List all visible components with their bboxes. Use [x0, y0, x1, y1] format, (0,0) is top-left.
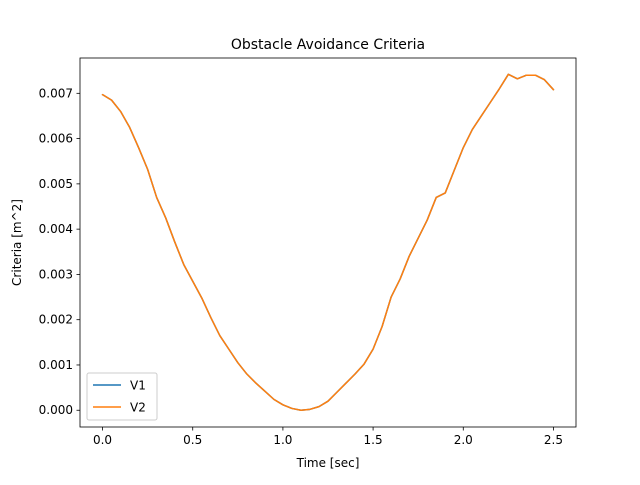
plot-area — [80, 58, 576, 427]
x-tick-label: 2.5 — [544, 433, 563, 447]
x-tick-label: 1.0 — [273, 433, 292, 447]
y-tick-label: 0.004 — [39, 222, 73, 236]
y-tick-label: 0.000 — [39, 403, 73, 417]
legend: V1 V2 — [86, 372, 158, 421]
legend-box — [86, 372, 158, 421]
x-tick-label: 1.5 — [364, 433, 383, 447]
series-layer — [101, 73, 555, 411]
y-tick-label: 0.002 — [39, 313, 73, 327]
x-axis: 0.0 0.5 1.0 1.5 2.0 2.5 — [93, 427, 563, 447]
series-line-v2 — [101, 73, 555, 411]
y-tick-label: 0.005 — [39, 177, 73, 191]
y-tick-label: 0.007 — [39, 86, 73, 100]
x-axis-title: Time [sec] — [296, 456, 360, 470]
chart-title: Obstacle Avoidance Criteria — [231, 37, 425, 53]
plot-frame — [79, 57, 577, 428]
legend-label-v2: V2 — [130, 401, 146, 415]
x-tick-label: 0.5 — [183, 433, 202, 447]
x-tick-label: 2.0 — [454, 433, 473, 447]
legend-label-v1: V1 — [130, 379, 146, 393]
y-tick-label: 0.003 — [39, 267, 73, 281]
y-tick-label: 0.001 — [39, 358, 73, 372]
y-axis-title: Criteria [m^2] — [10, 199, 24, 286]
x-tick-label: 0.0 — [93, 433, 112, 447]
y-tick-label: 0.006 — [39, 132, 73, 146]
y-axis: 0.000 0.001 0.002 0.003 0.004 0.005 0.006 0.007 — [39, 86, 80, 417]
